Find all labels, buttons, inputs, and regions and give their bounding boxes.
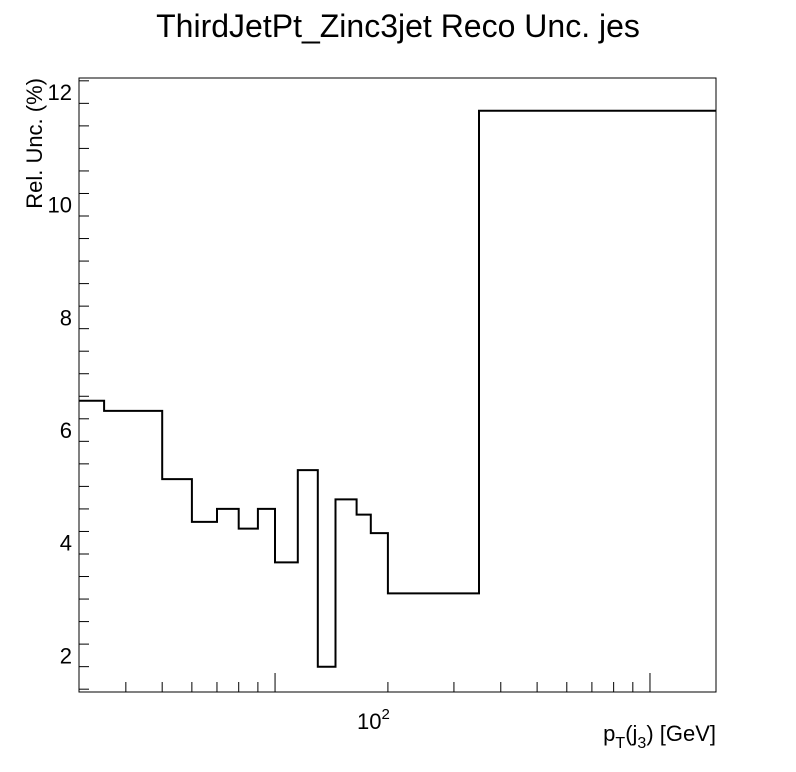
y-axis-ticks: 2 4 6 8 10 12	[48, 80, 89, 690]
y-tick-label: 2	[60, 643, 72, 668]
x-axis-label: pT(j3) [GeV]	[603, 721, 716, 752]
x-axis-ticks	[78, 673, 651, 692]
x-tick-label: 102	[357, 706, 390, 734]
y-tick-label: 8	[60, 305, 72, 330]
y-tick-label: 4	[60, 531, 72, 556]
plot-frame	[78, 77, 717, 693]
y-axis-label: Rel. Unc. (%)	[22, 78, 47, 209]
chart-title: ThirdJetPt_Zinc3jet Reco Unc. jes	[156, 8, 640, 44]
y-tick-label: 12	[48, 80, 72, 105]
y-tick-label: 6	[60, 418, 72, 443]
y-tick-label: 10	[48, 193, 72, 218]
histogram-step-line	[79, 109, 716, 668]
